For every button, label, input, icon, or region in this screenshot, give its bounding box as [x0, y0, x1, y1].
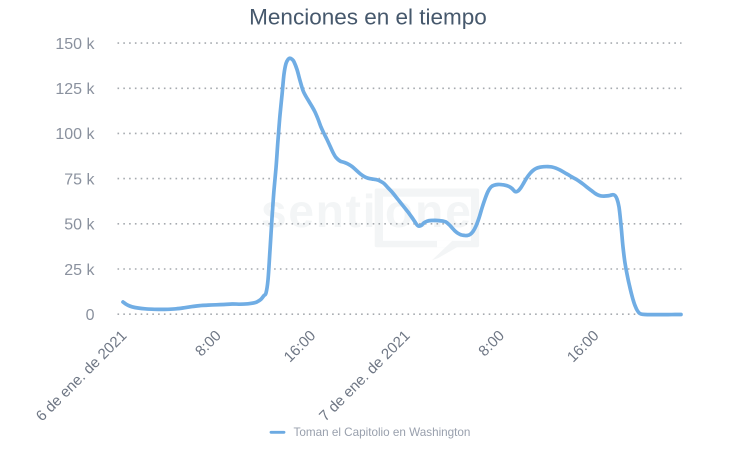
svg-text:100 k: 100 k	[55, 126, 95, 143]
svg-text:one: one	[385, 185, 473, 237]
svg-text:125 k: 125 k	[55, 81, 95, 98]
svg-text:150 k: 150 k	[55, 36, 95, 53]
svg-text:25 k: 25 k	[64, 262, 95, 279]
svg-text:50 k: 50 k	[64, 217, 95, 234]
svg-text:75 k: 75 k	[64, 171, 95, 188]
svg-text:0: 0	[86, 307, 95, 324]
svg-text:senti: senti	[261, 185, 377, 237]
svg-text:Menciones en el tiempo: Menciones en el tiempo	[249, 5, 487, 30]
svg-text:Toman el Capitolio en Washingt: Toman el Capitolio en Washington	[294, 426, 471, 439]
